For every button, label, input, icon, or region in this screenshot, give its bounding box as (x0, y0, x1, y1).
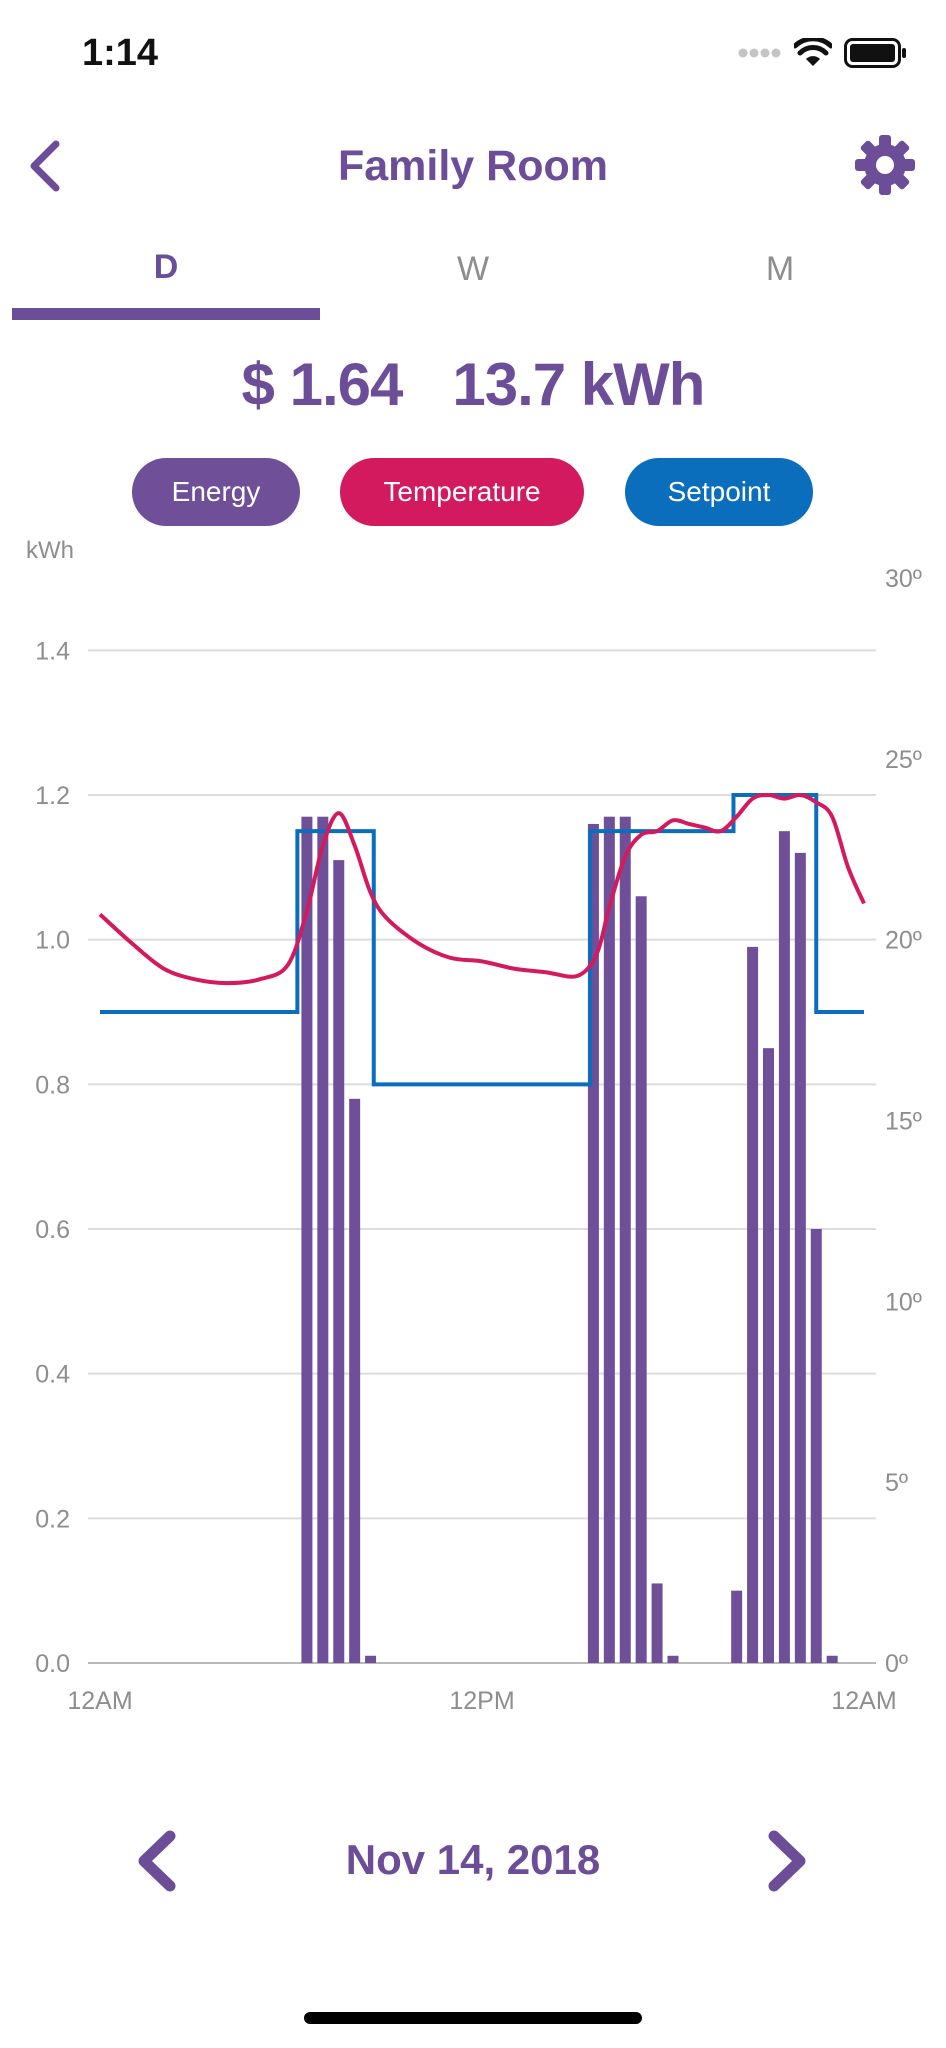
energy-bar (603, 816, 615, 1663)
page-title: Family Room (338, 142, 608, 190)
chevron-right-icon (768, 1830, 806, 1892)
y2-tick-label: 15º (885, 1108, 922, 1136)
battery-icon (844, 38, 906, 68)
gear-icon (855, 135, 915, 195)
energy-bar (301, 816, 313, 1663)
cost-value: $ 1.64 (241, 351, 404, 418)
y-axis-unit-label: kWh (26, 537, 74, 564)
energy-bar (619, 816, 631, 1663)
status-time: 1:14 (82, 32, 159, 74)
y-tick-label: 0.4 (35, 1361, 70, 1389)
tab-month[interactable]: M (765, 250, 795, 288)
tab-day[interactable]: D (153, 248, 179, 286)
y2-tick-label: 5º (885, 1469, 908, 1497)
y-tick-label: 0.8 (35, 1071, 70, 1099)
setpoint-line (100, 793, 864, 1087)
y-tick-label: 1.4 (35, 637, 70, 665)
wifi-icon (794, 38, 832, 66)
temperature-toggle-button[interactable]: Temperature (340, 458, 584, 526)
energy-bar (810, 1229, 822, 1663)
next-day-button[interactable] (756, 1826, 816, 1896)
x-tick-label: 12AM (67, 1687, 132, 1715)
energy-bar (349, 1098, 361, 1663)
y2-tick-label: 25º (885, 746, 922, 774)
home-indicator[interactable] (304, 2012, 642, 2024)
tab-week[interactable]: W (456, 250, 490, 288)
y-tick-label: 0.2 (35, 1505, 70, 1533)
energy-bar (731, 1590, 743, 1663)
cellular-signal-icon (738, 48, 781, 58)
y2-tick-label: 20º (885, 927, 922, 955)
energy-bar (747, 946, 759, 1663)
energy-bar (317, 816, 329, 1663)
x-tick-label: 12PM (449, 1687, 514, 1715)
y-tick-label: 1.2 (35, 782, 70, 810)
chevron-left-icon (138, 1830, 176, 1892)
energy-bar (778, 831, 790, 1663)
temperature-line (98, 792, 866, 986)
y-tick-label: 0.0 (35, 1650, 70, 1678)
y2-tick-label: 0º (885, 1650, 908, 1678)
y2-tick-label: 10º (885, 1288, 922, 1316)
y-tick-label: 1.0 (35, 927, 70, 955)
selected-date: Nov 14, 2018 (345, 1836, 601, 1883)
previous-day-button[interactable] (128, 1826, 188, 1896)
energy-bar (333, 860, 345, 1663)
energy-chart: kWh 0.0 0.2 0.4 0.6 0.8 1.0 1.2 1.4 0º 5º 10º 15º 20º… (26, 537, 922, 1715)
y-tick-label: 0.6 (35, 1216, 70, 1244)
x-tick-label: 12AM (831, 1687, 896, 1715)
y2-tick-label: 30º (885, 565, 922, 593)
energy-bar (826, 1655, 838, 1663)
energy-bar (587, 823, 599, 1663)
energy-bar (667, 1655, 679, 1663)
energy-bar (635, 896, 647, 1663)
active-tab-indicator (12, 308, 320, 320)
back-button[interactable] (18, 136, 78, 196)
usage-summary: $ 1.64 13.7 kWh (0, 350, 946, 419)
setpoint-toggle-button[interactable]: Setpoint (625, 458, 813, 526)
energy-bar (651, 1583, 663, 1663)
energy-bar (365, 1655, 377, 1663)
chevron-left-icon (30, 140, 60, 192)
energy-bar (794, 852, 806, 1663)
energy-value: 13.7 kWh (452, 351, 705, 418)
status-icons (738, 38, 908, 68)
energy-bar (763, 1048, 774, 1663)
energy-toggle-button[interactable]: Energy (132, 458, 300, 526)
settings-button[interactable] (852, 132, 918, 198)
